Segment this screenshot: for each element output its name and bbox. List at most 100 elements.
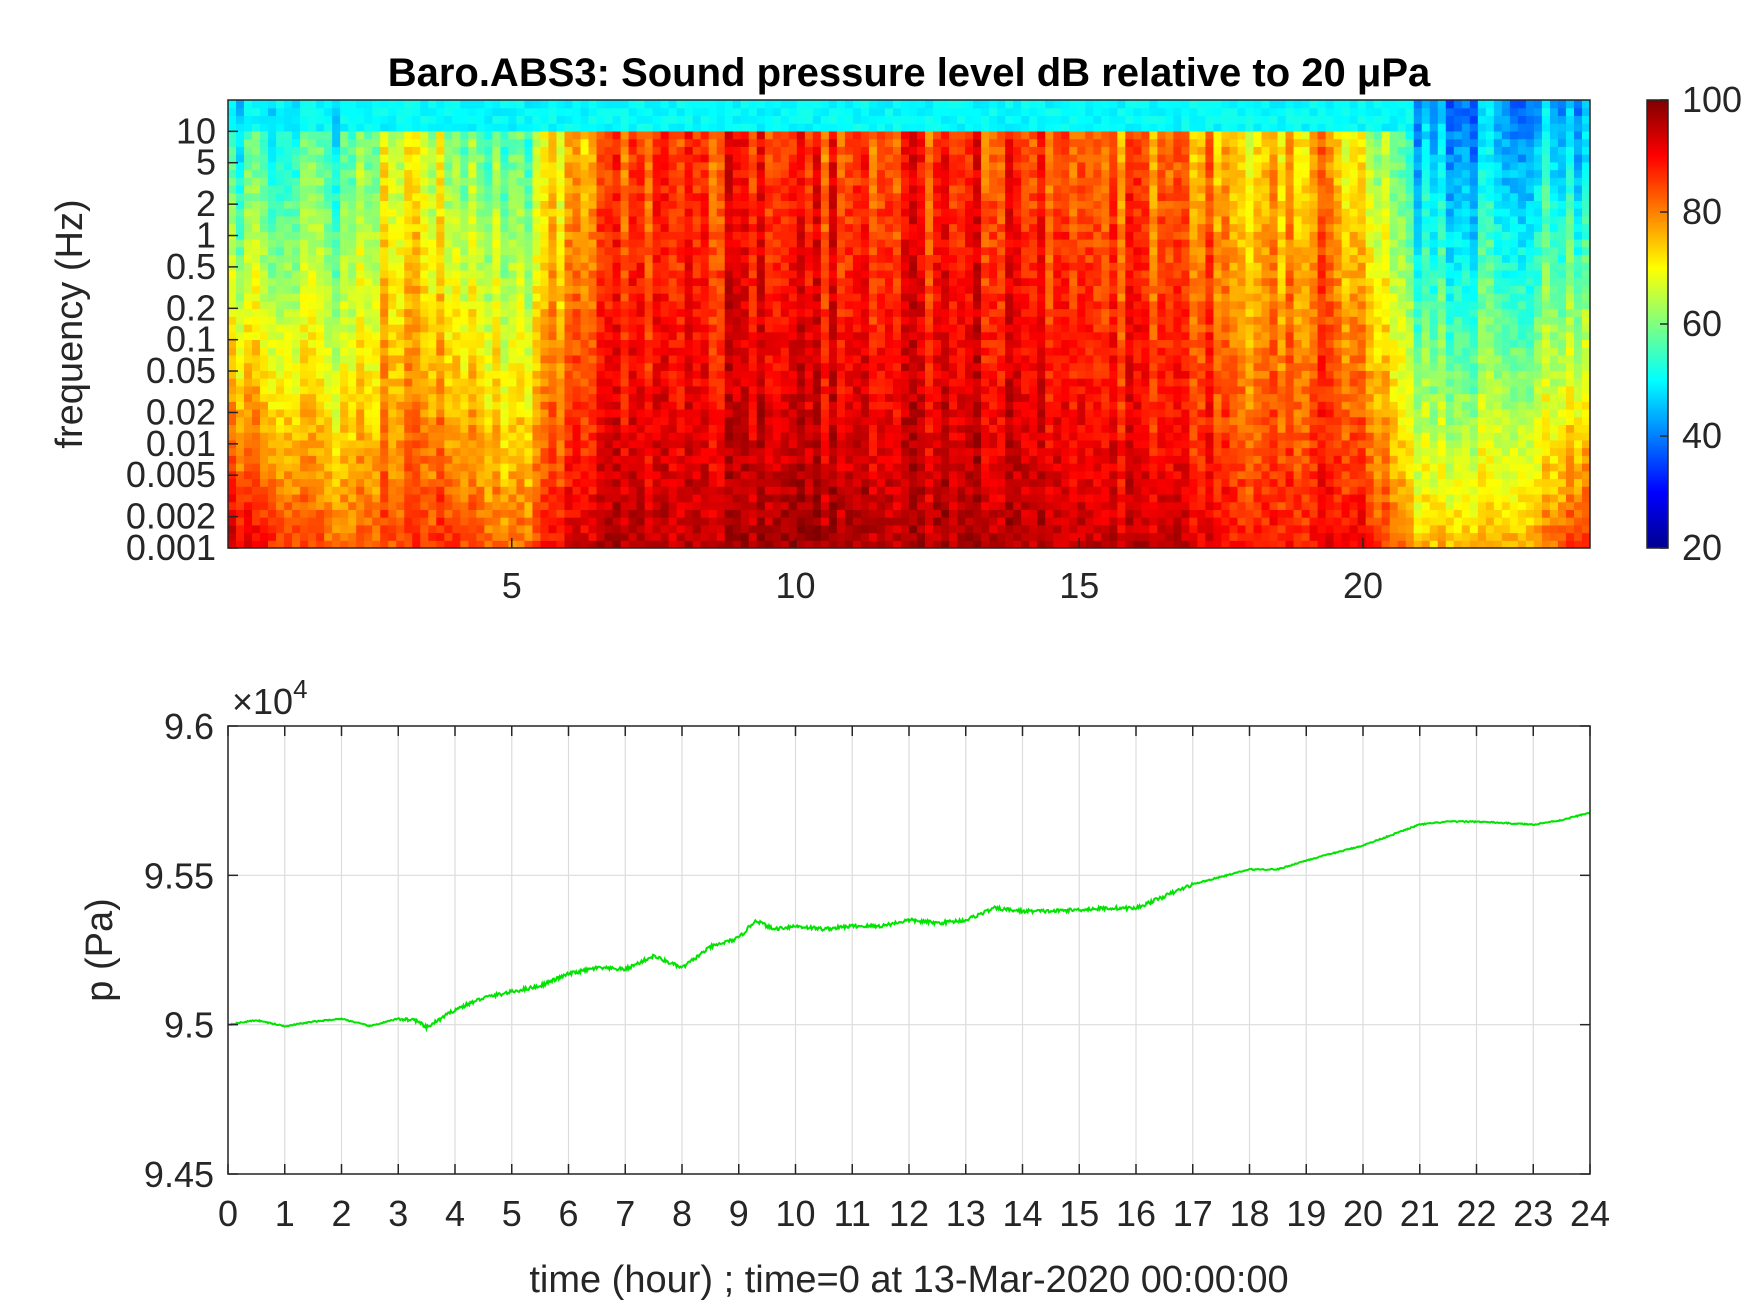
heatmap-cell — [348, 200, 357, 209]
heatmap-cell — [724, 215, 734, 225]
heatmap-cell — [868, 177, 878, 186]
heatmap-cell — [364, 100, 373, 109]
heatmap-cell — [580, 517, 590, 526]
heatmap-cell — [380, 501, 389, 510]
heatmap-cell — [876, 331, 886, 341]
heatmap-cell — [292, 493, 301, 503]
heatmap-cell — [332, 501, 341, 510]
heatmap-cell — [532, 223, 542, 232]
heatmap-cell — [420, 100, 429, 109]
heatmap-cell — [460, 470, 469, 480]
heatmap-cell — [532, 424, 542, 433]
heatmap-cell — [252, 424, 261, 433]
heatmap-cell — [740, 169, 750, 178]
heatmap-cell — [324, 262, 333, 271]
heatmap-cell — [668, 486, 678, 495]
heatmap-cell — [636, 169, 646, 178]
heatmap-cell — [428, 455, 437, 464]
heatmap-cell — [404, 540, 413, 548]
heatmap-cell — [316, 517, 325, 526]
heatmap-cell — [660, 524, 670, 534]
heatmap-cell — [324, 331, 333, 341]
heatmap-cell — [500, 393, 510, 402]
heatmap-cell — [748, 231, 758, 240]
heatmap-cell — [404, 370, 413, 379]
heatmap-cell — [700, 331, 710, 341]
heatmap-cell — [436, 354, 445, 364]
heatmap-cell — [772, 262, 782, 271]
heatmap-cell — [468, 493, 477, 503]
heatmap-cell — [284, 123, 293, 132]
heatmap-cell — [876, 416, 886, 426]
heatmap-cell — [300, 532, 309, 541]
heatmap-cell — [604, 324, 614, 333]
heatmap-cell — [852, 115, 862, 124]
heatmap-cell — [228, 239, 237, 248]
heatmap-cell — [900, 347, 910, 356]
heatmap-cell — [236, 385, 245, 395]
heatmap-cell — [844, 470, 854, 480]
heatmap-cell — [740, 215, 750, 225]
heatmap-cell — [732, 470, 742, 480]
heatmap-cell — [308, 316, 317, 325]
heatmap-cell — [772, 455, 782, 464]
heatmap-cell — [804, 432, 814, 441]
heatmap-cell — [428, 154, 437, 163]
heatmap-cell — [852, 285, 862, 294]
heatmap-cell — [372, 393, 381, 402]
heatmap-cell — [284, 493, 293, 503]
heatmap-cell — [868, 130, 878, 140]
heatmap-cell — [628, 316, 638, 325]
heatmap-cell — [780, 300, 790, 310]
heatmap-cell — [772, 432, 782, 441]
heatmap-cell — [812, 378, 822, 387]
heatmap-cell — [340, 509, 349, 518]
heatmap-cell — [660, 308, 670, 317]
heatmap-cell — [436, 293, 445, 302]
heatmap-cell — [436, 478, 445, 487]
heatmap-cell — [380, 115, 389, 124]
heatmap-cell — [244, 486, 253, 495]
heatmap-cell — [268, 408, 277, 418]
heatmap-cell — [348, 408, 357, 418]
heatmap-cell — [580, 385, 590, 395]
heatmap-cell — [476, 362, 485, 371]
heatmap-cell — [860, 293, 870, 302]
heatmap-cell — [364, 154, 373, 163]
heatmap-cell — [708, 331, 718, 341]
heatmap-cell — [684, 239, 694, 248]
heatmap-cell — [612, 115, 622, 124]
heatmap-cell — [580, 184, 590, 194]
heatmap-cell — [236, 493, 245, 503]
heatmap-cell — [308, 478, 317, 487]
heatmap-cell — [572, 154, 582, 163]
heatmap-cell — [300, 540, 309, 548]
heatmap-cell — [236, 169, 245, 178]
heatmap-cell — [892, 239, 902, 248]
heatmap-cell — [796, 486, 806, 495]
heatmap-cell — [484, 447, 493, 456]
heatmap-cell — [836, 115, 846, 124]
heatmap-cell — [252, 115, 261, 124]
heatmap-cell — [276, 370, 285, 379]
heatmap-cell — [684, 401, 694, 410]
heatmap-cell — [252, 486, 261, 495]
heatmap-cell — [764, 254, 774, 263]
heatmap-cell — [740, 293, 750, 302]
heatmap-cell — [860, 254, 870, 263]
heatmap-cell — [604, 378, 614, 387]
heatmap-cell — [612, 215, 622, 225]
heatmap-cell — [388, 370, 397, 379]
heatmap-cell — [380, 486, 389, 495]
heatmap-cell — [724, 486, 734, 495]
heatmap-cell — [444, 123, 453, 132]
heatmap-cell — [884, 401, 894, 410]
heatmap-cell — [268, 540, 277, 548]
heatmap-cell — [884, 293, 894, 302]
heatmap-cell — [708, 339, 718, 348]
heatmap-cell — [228, 308, 237, 317]
heatmap-cell — [340, 478, 349, 487]
heatmap-cell — [788, 408, 798, 418]
heatmap-cell — [260, 123, 269, 132]
heatmap-cell — [684, 146, 694, 155]
